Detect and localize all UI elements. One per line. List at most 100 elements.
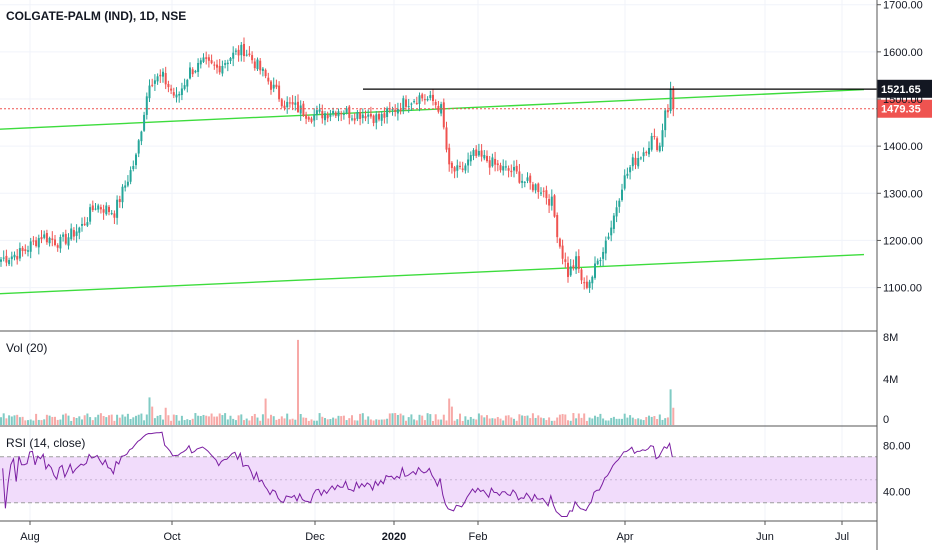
candle-body: [72, 230, 75, 237]
time-tick-label: Aug: [20, 531, 40, 543]
candle-body: [413, 101, 416, 103]
volume-bar: [148, 397, 151, 425]
candle-body: [54, 239, 56, 246]
candle-body: [108, 206, 110, 213]
candle-body: [156, 76, 159, 82]
volume-bar: [143, 420, 146, 425]
candle-body: [264, 69, 267, 77]
candle-body: [56, 245, 59, 248]
candle-body: [261, 68, 264, 71]
candle-body: [256, 59, 259, 70]
candle-body: [288, 102, 291, 104]
volume-bar: [445, 420, 448, 425]
candle-body: [253, 61, 256, 69]
candle-body: [178, 93, 181, 96]
price-tick-label: 1600.00: [883, 47, 923, 59]
volume-bar: [634, 419, 637, 425]
volume-bar: [86, 413, 89, 425]
volume-bar: [594, 415, 596, 425]
candle-body: [361, 114, 364, 118]
candle-body: [148, 85, 151, 99]
volume-bar: [191, 418, 194, 425]
volume-bar: [664, 418, 667, 425]
rsi-tick-label: 40.00: [883, 486, 911, 498]
candle-body: [16, 256, 19, 260]
candle-body: [248, 53, 251, 55]
candle-body: [629, 167, 632, 173]
candle-body: [494, 158, 497, 165]
volume-bar: [251, 416, 254, 425]
volume-bar: [54, 416, 56, 425]
candle-body: [531, 184, 534, 191]
candle-body: [97, 205, 100, 210]
candle-body: [515, 165, 518, 172]
candle-body: [199, 60, 202, 65]
volume-bar: [264, 398, 267, 425]
candle-body: [13, 254, 16, 258]
volume-bar: [305, 417, 308, 425]
volume-bar: [59, 419, 62, 425]
candle-body: [415, 102, 418, 104]
volume-bar: [199, 416, 202, 425]
volume-bar: [280, 416, 283, 425]
candle-body: [369, 113, 372, 117]
volume-bar: [626, 417, 629, 425]
volume-bar: [189, 420, 191, 425]
volume-bar: [475, 419, 478, 425]
candle-body: [545, 190, 548, 199]
candle-body: [513, 167, 515, 171]
volume-bar: [299, 414, 302, 425]
volume-bar: [140, 413, 143, 425]
time-tick-label: 2020: [382, 531, 406, 543]
candle-body: [67, 237, 70, 246]
volume-bar: [353, 420, 356, 425]
candle-body: [461, 168, 464, 170]
trendlines[interactable]: [0, 88, 865, 295]
volume-bar: [121, 414, 124, 425]
candle-body: [410, 103, 413, 105]
volume-bar: [367, 416, 370, 425]
candle-body: [207, 57, 210, 61]
volume-bar: [567, 420, 569, 425]
candle-body: [345, 108, 348, 113]
volume-bar: [221, 415, 224, 425]
volume-bar: [534, 417, 537, 425]
volume-bar: [313, 420, 316, 425]
candle-body: [64, 233, 67, 244]
volume-bar: [456, 419, 459, 425]
candle-body: [99, 207, 102, 210]
volume-bar: [629, 415, 632, 425]
volume-bar: [464, 416, 467, 425]
volume-bar: [194, 413, 197, 425]
volume-bar: [72, 417, 75, 425]
candle-body: [372, 115, 375, 124]
volume-bar: [513, 418, 515, 425]
candle-body: [221, 65, 224, 74]
candle-body: [626, 173, 629, 176]
candle-body: [386, 108, 389, 118]
volume-bar: [288, 419, 291, 425]
volume-bar: [132, 417, 135, 425]
price-overlays[interactable]: 1521.65 1479.35: [0, 79, 932, 118]
candle-body: [40, 237, 43, 240]
candle-body: [604, 240, 607, 254]
volume-bar: [318, 413, 321, 425]
candle-body: [529, 175, 532, 183]
time-tick-label: Apr: [616, 531, 633, 543]
candle-body: [364, 116, 367, 119]
volume-bar: [332, 417, 335, 425]
volume-bar: [494, 418, 497, 425]
volume-bar: [56, 419, 59, 425]
volume-bar: [486, 415, 488, 425]
candle-body: [43, 234, 46, 238]
volume-bar: [97, 414, 100, 425]
candle-body: [464, 165, 467, 171]
volume-bar: [8, 415, 11, 425]
volume-bar: [383, 419, 386, 425]
candle-body: [124, 185, 127, 188]
volume-bar: [415, 420, 418, 425]
candle-body: [642, 152, 645, 157]
volume-bar: [337, 415, 340, 425]
candle-body: [302, 103, 305, 116]
